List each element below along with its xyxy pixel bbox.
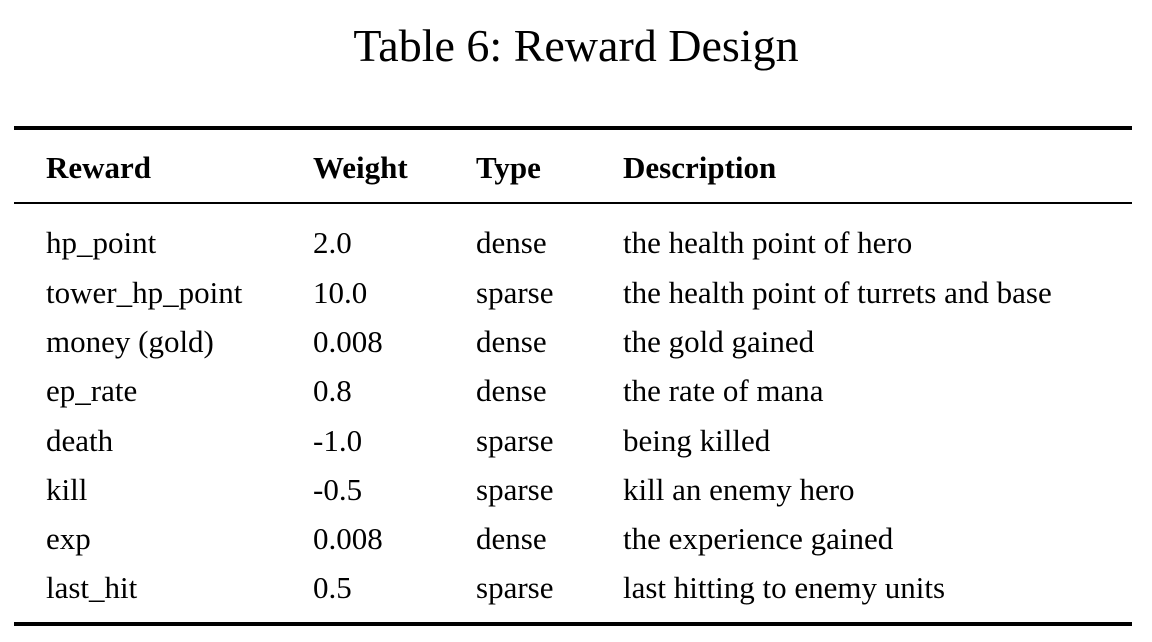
reward-cell: kill: [46, 472, 88, 507]
description-cell: last hitting to enemy units: [623, 570, 946, 605]
weight-cell: -0.5: [313, 472, 363, 507]
reward-cell: ep_rate: [46, 373, 138, 408]
header-weight: Weight: [313, 150, 408, 185]
header-reward: Reward: [46, 150, 152, 185]
type-cell: dense: [476, 225, 547, 260]
table-top-rule: [14, 126, 1132, 130]
weight-cell: 2.0: [313, 225, 352, 260]
description-cell: the gold gained: [623, 324, 815, 359]
weight-cell: 10.0: [313, 275, 368, 310]
table-row: kill -0.5 sparse kill an enemy hero: [0, 470, 1152, 510]
header-description: Description: [623, 150, 777, 185]
table-row: money (gold) 0.008 dense the gold gained: [0, 322, 1152, 362]
table-caption: Table 6: Reward Design: [353, 20, 799, 71]
reward-cell: hp_point: [46, 225, 157, 260]
table-row: tower_hp_point 10.0 sparse the health po…: [0, 273, 1152, 313]
description-cell: the health point of hero: [623, 225, 913, 260]
weight-cell: 0.008: [313, 521, 383, 556]
table-bottom-rule: [14, 622, 1132, 626]
type-cell: sparse: [476, 570, 554, 605]
reward-cell: last_hit: [46, 570, 138, 605]
weight-cell: 0.5: [313, 570, 352, 605]
type-cell: sparse: [476, 423, 554, 458]
type-cell: dense: [476, 373, 547, 408]
type-cell: dense: [476, 521, 547, 556]
reward-cell: tower_hp_point: [46, 275, 243, 310]
table-header-row: Reward Weight Type Description: [0, 148, 1152, 188]
table-row: ep_rate 0.8 dense the rate of mana: [0, 371, 1152, 411]
weight-cell: 0.8: [313, 373, 352, 408]
weight-cell: -1.0: [313, 423, 363, 458]
weight-cell: 0.008: [313, 324, 383, 359]
description-cell: kill an enemy hero: [623, 472, 855, 507]
type-cell: sparse: [476, 275, 554, 310]
table-row: exp 0.008 dense the experience gained: [0, 519, 1152, 559]
reward-cell: money (gold): [46, 324, 214, 359]
type-cell: dense: [476, 324, 547, 359]
reward-cell: death: [46, 423, 114, 458]
description-cell: the experience gained: [623, 521, 894, 556]
description-cell: the rate of mana: [623, 373, 824, 408]
reward-cell: exp: [46, 521, 91, 556]
table-row: last_hit 0.5 sparse last hitting to enem…: [0, 568, 1152, 608]
table-row: death -1.0 sparse being killed: [0, 421, 1152, 461]
table-row: hp_point 2.0 dense the health point of h…: [0, 223, 1152, 263]
type-cell: sparse: [476, 472, 554, 507]
description-cell: being killed: [623, 423, 771, 458]
header-type: Type: [476, 150, 541, 185]
table-header-rule: [14, 202, 1132, 204]
description-cell: the health point of turrets and base: [623, 275, 1052, 310]
